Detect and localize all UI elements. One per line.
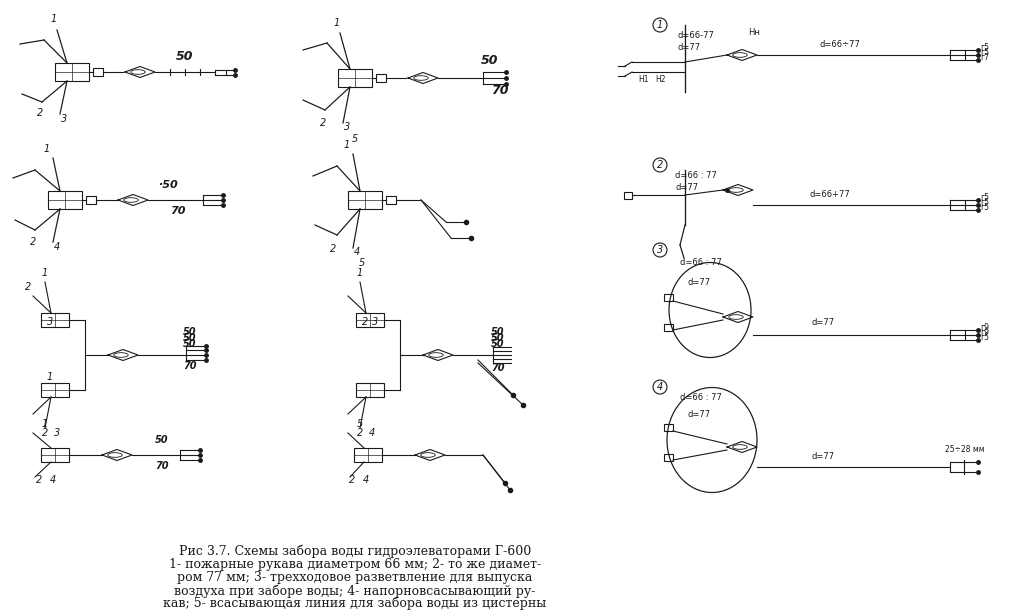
Text: 50: 50 [183,327,197,337]
Text: 50: 50 [492,339,505,349]
Text: d=77: d=77 [678,43,701,52]
Text: г5: г5 [980,48,989,57]
Bar [41,448,69,462]
Text: d=66 : 77: d=66 : 77 [675,171,717,180]
Text: г5: г5 [980,43,989,52]
Text: г9: г9 [980,323,989,332]
Bar [664,323,673,331]
Text: 1: 1 [357,268,364,278]
Text: 50: 50 [492,327,505,337]
Text: 5: 5 [358,258,366,268]
Text: 1: 1 [42,419,48,429]
Text: 3: 3 [54,428,60,438]
Text: 70: 70 [492,363,505,373]
Text: г7: г7 [980,53,989,62]
Text: d=66+77: d=66+77 [810,190,851,199]
Text: 1: 1 [47,372,53,382]
Text: 2: 2 [42,428,48,438]
Text: г5: г5 [980,193,989,202]
Text: 50: 50 [183,333,197,343]
Bar [664,293,673,301]
Text: г5: г5 [980,203,989,212]
Text: 4: 4 [54,242,60,252]
Text: 2: 2 [25,282,31,292]
Bar [41,383,69,397]
Text: 1: 1 [344,140,350,150]
Text: г5: г5 [980,198,989,207]
Text: 3: 3 [60,114,68,124]
Bar [86,196,96,204]
Text: H2: H2 [655,75,666,84]
Bar [664,453,673,461]
Text: г5: г5 [980,333,989,342]
Text: d=66÷77: d=66÷77 [820,40,861,49]
Text: 4: 4 [369,428,375,438]
Bar [386,196,396,204]
Bar [664,424,673,431]
Text: 3: 3 [656,245,664,255]
Text: 5: 5 [352,134,358,144]
Text: ·50: ·50 [158,180,178,190]
Bar [348,191,382,209]
Bar [356,383,384,397]
Text: 2: 2 [37,108,43,118]
Text: 70: 70 [492,84,509,97]
Text: 70: 70 [183,361,197,371]
Text: 2: 2 [357,428,364,438]
Text: 50: 50 [176,50,194,63]
Text: 50: 50 [156,435,169,445]
Text: 2: 2 [319,118,326,128]
Text: 50: 50 [492,333,505,343]
Bar [354,448,382,462]
Bar [376,74,386,82]
Text: 3: 3 [47,317,53,327]
Text: d=77: d=77 [675,183,698,192]
Text: 4: 4 [656,382,664,392]
Text: г9: г9 [980,328,989,337]
Bar [356,313,384,327]
Text: d=77: d=77 [812,318,836,327]
Bar [48,191,82,209]
Text: d=66-77: d=66-77 [678,31,715,40]
Text: 1: 1 [42,268,48,278]
Text: 3: 3 [372,317,378,327]
Text: 1: 1 [44,144,50,154]
Bar [338,69,372,87]
Text: 4: 4 [354,247,360,257]
Text: 70: 70 [156,461,169,471]
Text: кав; 5- всасывающая линия для забора воды из цистерны: кав; 5- всасывающая линия для забора вод… [164,597,547,610]
Text: 1- пожарные рукава диаметром 66 мм; 2- то же диамет-: 1- пожарные рукава диаметром 66 мм; 2- т… [169,558,541,571]
Text: 25÷28 мм: 25÷28 мм [945,445,985,454]
Text: 70: 70 [170,206,185,216]
Text: 2: 2 [330,244,336,254]
Text: 1: 1 [51,14,57,24]
Text: 3: 3 [344,122,350,132]
Text: воздуха при заборе воды; 4- напорновсасывающий ру-: воздуха при заборе воды; 4- напорновсасы… [174,584,536,598]
Text: H1: H1 [638,75,648,84]
Text: 4: 4 [50,475,56,485]
Text: Нн: Нн [748,28,760,37]
Text: d=77: d=77 [688,278,711,287]
Text: 50: 50 [481,54,499,67]
Text: 2: 2 [349,475,355,485]
Text: 2: 2 [36,475,42,485]
Text: 2: 2 [361,317,368,327]
Text: d=66 : 77: d=66 : 77 [680,393,722,402]
Text: 2: 2 [30,237,36,247]
Bar [41,313,69,327]
Bar [624,192,632,198]
Text: 5: 5 [357,419,364,429]
Text: ром 77 мм; 3- трехходовое разветвление для выпуска: ром 77 мм; 3- трехходовое разветвление д… [177,571,532,584]
Text: 1: 1 [334,18,340,28]
Text: 1: 1 [656,20,664,30]
Bar [55,63,89,81]
Text: d=66 : 77: d=66 : 77 [680,258,722,267]
Text: 50: 50 [183,339,197,349]
Text: 2: 2 [656,160,664,170]
Text: 4: 4 [362,475,369,485]
Text: d=77: d=77 [812,452,836,461]
Bar [93,68,103,76]
Text: d=77: d=77 [688,410,711,419]
Text: Рис 3.7. Схемы забора воды гидроэлеваторами Г-600: Рис 3.7. Схемы забора воды гидроэлеватор… [179,545,531,559]
